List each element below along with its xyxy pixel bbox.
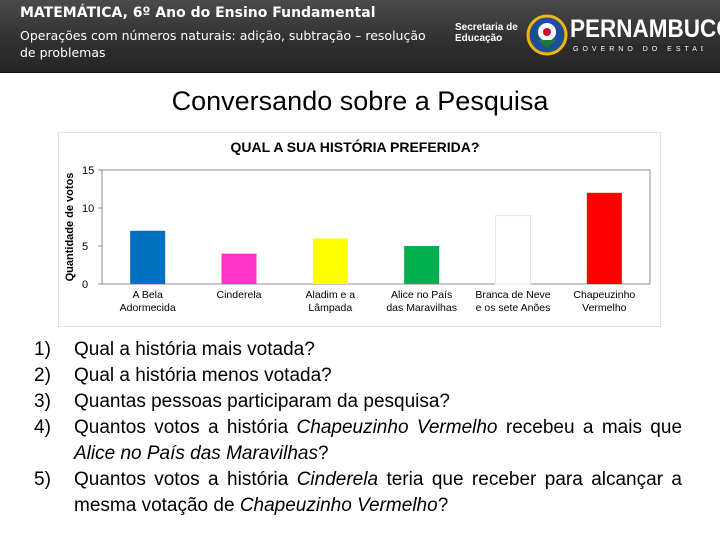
question-text: Quantas pessoas participaram da pesquisa… (74, 391, 451, 412)
question-item: 1) Qual a história mais votada? (34, 337, 682, 363)
bar (586, 192, 622, 284)
state-seal-icon (526, 14, 568, 56)
question-text: teria que receber para alcançar a mesma … (74, 469, 682, 516)
chart-frame (58, 132, 661, 327)
chart-y-axis-label: Quantidade de votos (64, 173, 76, 282)
y-tick-label: 5 (82, 241, 88, 253)
question-text: Qual a história mais votada? (74, 339, 315, 360)
question-text: Quantos votos a história (74, 469, 297, 490)
bar-chart: QUAL A SUA HISTÓRIA PREFERIDA? Quantidad… (58, 132, 661, 327)
story-title-text: Cinderela (296, 469, 379, 490)
question-number: 3) (34, 391, 51, 412)
pernambuco-logo: PERNAMBUCO (570, 15, 720, 43)
y-tick-label: 10 (82, 203, 94, 215)
question-item: 2) Qual a história menos votada? (34, 363, 682, 389)
y-tick-label: 0 (82, 279, 88, 291)
question-text: recebeu a mais que (497, 417, 683, 438)
x-tick-label: das Maravilhas (386, 302, 457, 314)
question-number: 5) (34, 469, 51, 490)
x-tick-label: Adormecida (120, 302, 176, 314)
question-list: 1) Qual a história mais votada? 2) Qual a h… (34, 337, 682, 519)
story-title-text: Chapeuzinho Vermelho (296, 417, 498, 438)
question-text: ? (437, 495, 449, 516)
secretaria-line-1: Secretaria de (455, 22, 518, 33)
question-text: Quantos votos a história (74, 417, 297, 438)
header-title: MATEMÁTICA, 6º Ano do Ensino Fundamental (20, 5, 376, 21)
question-text: ? (317, 443, 329, 464)
header-subtitle: Operações com números naturais: adição, … (20, 28, 426, 60)
x-tick-label: e os sete Anões (476, 302, 551, 314)
x-tick-label: Vermelho (582, 302, 627, 314)
question-number: 1) (34, 339, 51, 360)
slide-title: Conversando sobre a Pesquisa (171, 86, 549, 116)
slide-header: MATEMÁTICA, 6º Ano do Ensino Fundamental… (0, 0, 720, 73)
question-item: 3) Quantas pessoas participaram da pesqui… (34, 389, 682, 415)
chart-plot-border (101, 169, 651, 285)
x-tick-label: Alice no País (391, 289, 452, 301)
y-tick-label: 15 (82, 165, 94, 177)
secretaria-educacao-label: Secretaria de Educação (455, 22, 518, 44)
bar (495, 215, 531, 285)
bar (130, 230, 166, 284)
question-number: 4) (34, 417, 51, 438)
chart-title: QUAL A SUA HISTÓRIA PREFERIDA? (231, 138, 480, 155)
bar (312, 238, 348, 284)
x-tick-label: Chapeuzinho (573, 289, 635, 301)
x-tick-label: Aladim e a (306, 289, 356, 301)
x-tick-label: Cinderela (217, 289, 262, 301)
x-tick-label: A Bela (132, 289, 163, 301)
bar (221, 253, 257, 284)
question-number: 2) (34, 365, 51, 386)
question-item: 4) Quantos votos a história Chapeuzinho V… (34, 415, 682, 467)
story-title-text: Alice no País das Maravilhas (74, 443, 318, 464)
question-item: 5) Quantos votos a história Cinderela ter… (34, 467, 682, 519)
x-tick-label: Lâmpada (308, 302, 352, 314)
bar (404, 246, 440, 284)
secretaria-line-2: Educação (455, 33, 503, 44)
question-text: Qual a história menos votada? (74, 365, 332, 386)
pernambuco-logo-subtext: GOVERNO DO ESTADO (573, 44, 703, 54)
story-title-text: Chapeuzinho Vermelho (239, 495, 438, 516)
x-tick-label: Branca de Neve (475, 289, 550, 301)
